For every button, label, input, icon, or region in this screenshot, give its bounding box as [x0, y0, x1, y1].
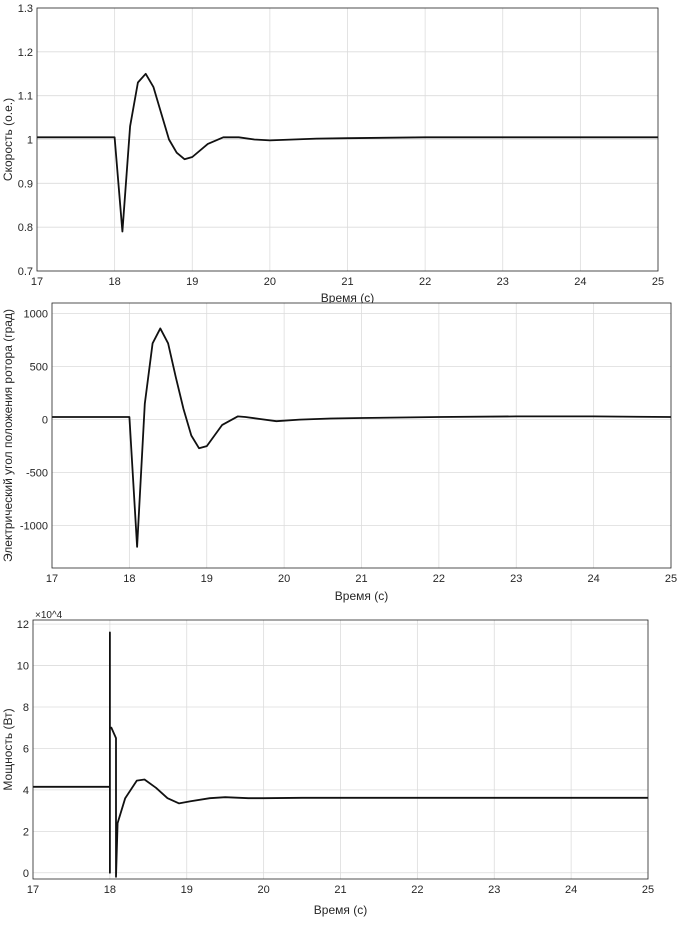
axes-frame — [36, 7, 659, 272]
y-tick-label: 1.3 — [18, 3, 33, 15]
x-tick-label: 20 — [278, 573, 290, 585]
x-tick-label: 18 — [104, 884, 116, 896]
x-tick-label: 23 — [497, 276, 509, 288]
x-tick-label: 19 — [186, 276, 198, 288]
x-axis-label: Время (c) — [321, 291, 374, 305]
y-axis-label: Скорость (o.e.) — [1, 98, 15, 181]
y-tick-label: -500 — [26, 468, 48, 480]
x-tick-label: 22 — [411, 884, 423, 896]
x-tick-label: 24 — [565, 884, 577, 896]
x-tick-label: 22 — [419, 276, 431, 288]
y-tick-label: 0.7 — [18, 266, 33, 278]
y-tick-label: 12 — [17, 619, 29, 631]
x-tick-label: 19 — [181, 884, 193, 896]
y-axis-label: Электрический угол положения ротора (гра… — [1, 309, 15, 562]
y-tick-label: 1000 — [24, 309, 48, 321]
x-tick-label: 18 — [123, 573, 135, 585]
y-axis-label: Мощность (Вт) — [1, 708, 15, 790]
series-line — [33, 631, 648, 878]
x-tick-label: 19 — [201, 573, 213, 585]
x-tick-label: 20 — [258, 884, 270, 896]
x-tick-label: 23 — [488, 884, 500, 896]
x-tick-label: 25 — [665, 573, 677, 585]
y-tick-label: 1.2 — [18, 47, 33, 59]
x-tick-label: 20 — [264, 276, 276, 288]
x-tick-label: 23 — [510, 573, 522, 585]
x-tick-label: 21 — [341, 276, 353, 288]
y-tick-label: 2 — [23, 826, 29, 838]
x-tick-label: 18 — [109, 276, 121, 288]
y-tick-label: 500 — [30, 362, 48, 374]
y-tick-label: 6 — [23, 743, 29, 755]
y-tick-label: 0 — [23, 868, 29, 880]
x-axis-label: Время (c) — [314, 903, 367, 917]
x-tick-label: 17 — [27, 884, 39, 896]
x-tick-label: 25 — [642, 884, 654, 896]
x-tick-label: 21 — [334, 884, 346, 896]
y-tick-label: 1 — [27, 135, 33, 147]
x-tick-label: 24 — [588, 573, 600, 585]
x-tick-label: 17 — [46, 573, 58, 585]
speed-chart: 17 18 19 20 21 22 23 24 25 0.7 0.8 0.9 1 1.1 1.2 1.3 Вре… — [1, 3, 664, 305]
axes-frame — [51, 302, 672, 569]
y-tick-label: 8 — [23, 702, 29, 714]
x-axis-label: Время (c) — [335, 589, 388, 603]
y-tick-label: 4 — [23, 785, 29, 797]
y-tick-label: -1000 — [20, 521, 48, 533]
y-tick-label: 0 — [42, 415, 48, 427]
series-line — [52, 327, 672, 548]
x-tick-label: 25 — [652, 276, 664, 288]
y-exponent-label: ×10^4 — [35, 610, 63, 621]
x-tick-label: 21 — [355, 573, 367, 585]
axes-frame — [32, 619, 649, 880]
y-tick-label: 0.8 — [18, 222, 33, 234]
x-tick-label: 22 — [433, 573, 445, 585]
x-tick-label: 24 — [574, 276, 586, 288]
y-tick-label: 1.1 — [18, 91, 33, 103]
rotor-angle-chart: 17 18 19 20 21 22 23 24 25 -1000 -500 0 500 1000 Время… — [1, 302, 677, 603]
y-tick-label: 0.9 — [18, 178, 33, 190]
x-tick-label: 17 — [31, 276, 43, 288]
series-line — [37, 72, 658, 233]
y-tick-label: 10 — [17, 661, 29, 673]
